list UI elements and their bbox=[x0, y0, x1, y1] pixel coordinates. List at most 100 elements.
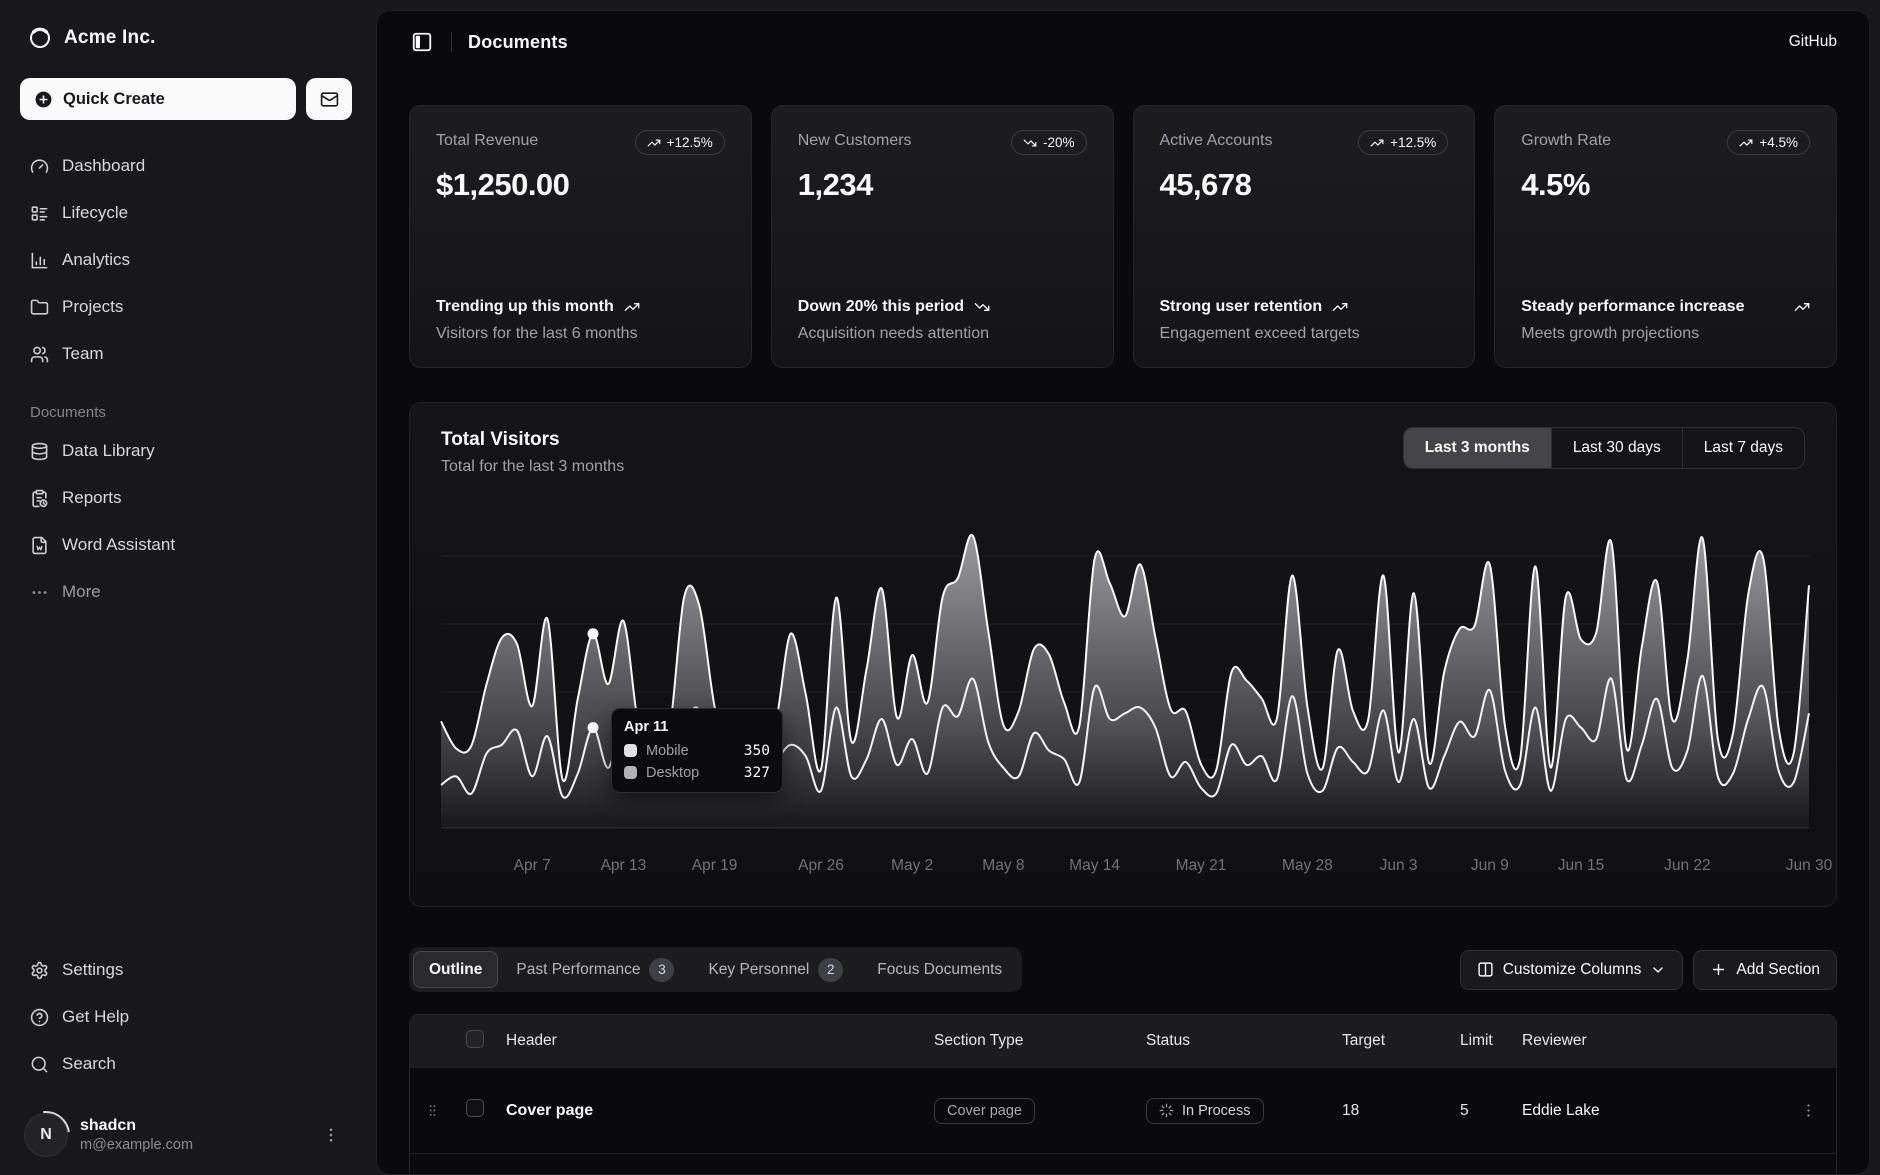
tab-past-performance[interactable]: Past Performance 3 bbox=[500, 951, 690, 988]
table-row[interactable]: Cover page Cover page In Process 18 5 Ed… bbox=[410, 1067, 1836, 1153]
stat-card-total-revenue: Total Revenue +12.5% $1,250.00 Trending … bbox=[409, 105, 752, 368]
user-name: shadcn bbox=[80, 1116, 137, 1134]
gauge-icon bbox=[30, 158, 49, 173]
svg-text:Jun 9: Jun 9 bbox=[1471, 857, 1509, 874]
tab-label: Key Personnel bbox=[708, 960, 810, 978]
file-word-icon bbox=[32, 536, 47, 554]
loader-icon bbox=[1159, 1103, 1174, 1118]
sidebar-item-label: Search bbox=[62, 1054, 116, 1073]
target-cell[interactable]: 18 bbox=[1342, 1101, 1360, 1119]
sidebar-item-label: Settings bbox=[62, 960, 124, 979]
avatar: N bbox=[24, 1113, 68, 1157]
sidebar: Acme Inc. Quick Create Dashboard Lifecyc… bbox=[0, 0, 376, 1175]
sidebar-item-reports[interactable]: Reports bbox=[20, 478, 352, 518]
svg-text:Jun 22: Jun 22 bbox=[1664, 857, 1711, 874]
sidebar-item-word-assistant[interactable]: Word Assistant bbox=[20, 525, 352, 565]
sidebar-item-settings[interactable]: Settings bbox=[20, 950, 352, 990]
area-chart[interactable]: Apr 7 Apr 13 Apr 19 Apr 26 May 2 May 8 May 14 M… bbox=[440, 524, 1833, 888]
plus-circle-icon bbox=[35, 91, 52, 107]
trending-up-icon bbox=[1794, 303, 1810, 312]
table-row[interactable]: Table of contents Table of contents Done… bbox=[410, 1153, 1836, 1174]
svg-text:Jun 30: Jun 30 bbox=[1786, 857, 1833, 874]
row-header-cell[interactable]: Cover page bbox=[506, 1101, 594, 1119]
sidebar-item-label: Get Help bbox=[62, 1007, 130, 1026]
sidebar-toggle-button[interactable] bbox=[409, 29, 435, 55]
card-footer-text: Steady performance increase bbox=[1521, 298, 1745, 316]
trend-badge: +12.5% bbox=[1358, 130, 1449, 155]
sidebar-item-lifecycle[interactable]: Lifecycle bbox=[20, 193, 352, 233]
list-details-icon bbox=[31, 205, 48, 221]
table-header-row: Header Section Type Status Target Limit … bbox=[410, 1015, 1836, 1067]
tab-label: Focus Documents bbox=[877, 960, 1003, 978]
limit-cell[interactable]: 5 bbox=[1460, 1101, 1469, 1119]
inbox-button[interactable] bbox=[306, 78, 352, 120]
sidebar-item-analytics[interactable]: Analytics bbox=[20, 240, 352, 280]
brand[interactable]: Acme Inc. bbox=[20, 22, 352, 52]
svg-text:May 8: May 8 bbox=[982, 857, 1024, 874]
customize-columns-button[interactable]: Customize Columns bbox=[1459, 949, 1684, 990]
svg-text:May 21: May 21 bbox=[1176, 857, 1227, 874]
quick-create-button[interactable]: Quick Create bbox=[20, 78, 296, 120]
quick-create-label: Quick Create bbox=[63, 89, 165, 108]
range-last-3-months[interactable]: Last 3 months bbox=[1403, 428, 1551, 468]
range-last-30-days[interactable]: Last 30 days bbox=[1550, 428, 1682, 468]
sidebar-spacer bbox=[20, 619, 352, 950]
card-subtext: Meets growth projections bbox=[1521, 325, 1700, 342]
plus-icon bbox=[1713, 963, 1725, 976]
select-all-checkbox[interactable] bbox=[466, 1029, 484, 1048]
tab-outline[interactable]: Outline bbox=[413, 951, 499, 988]
sidebar-item-label: Team bbox=[62, 344, 104, 363]
card-subtext: Acquisition needs attention bbox=[797, 325, 989, 342]
column-header: Section Type bbox=[934, 1032, 1024, 1049]
sidebar-item-more[interactable]: More bbox=[20, 572, 352, 612]
sidebar-item-data-library[interactable]: Data Library bbox=[20, 431, 352, 471]
users-icon bbox=[30, 346, 49, 362]
columns-icon bbox=[1478, 962, 1493, 977]
column-header: Reviewer bbox=[1522, 1032, 1587, 1049]
user-kebab-icon[interactable] bbox=[316, 1120, 346, 1150]
tab-label: Outline bbox=[429, 960, 483, 978]
tab-focus-documents[interactable]: Focus Documents bbox=[861, 951, 1018, 988]
sidebar-item-label: Projects bbox=[62, 297, 124, 316]
desktop-series-swatch bbox=[624, 766, 637, 780]
user-menu[interactable]: N shadcn m@example.com bbox=[20, 1109, 352, 1157]
table-toolbar: Customize Columns Add Section bbox=[1459, 949, 1837, 990]
tab-count-badge: 2 bbox=[818, 957, 844, 982]
tab-key-personnel[interactable]: Key Personnel 2 bbox=[692, 951, 859, 988]
mail-icon bbox=[320, 91, 338, 107]
help-circle-icon bbox=[30, 1008, 49, 1026]
drag-handle-icon[interactable] bbox=[410, 1103, 454, 1118]
trending-up-icon bbox=[1332, 303, 1348, 312]
section-type-badge: Cover page bbox=[934, 1097, 1035, 1124]
tooltip-row-desktop: Desktop 327 bbox=[624, 765, 770, 781]
row-kebab-icon[interactable] bbox=[1780, 1102, 1836, 1119]
user-meta: shadcn m@example.com bbox=[80, 1116, 304, 1154]
visitors-area-chart-svg: Apr 7 Apr 13 Apr 19 Apr 26 May 2 May 8 May 14 M… bbox=[440, 533, 1833, 874]
sidebar-item-get-help[interactable]: Get Help bbox=[20, 997, 352, 1037]
add-section-button[interactable]: Add Section bbox=[1693, 949, 1837, 990]
card-value: 45,678 bbox=[1159, 167, 1252, 202]
reviewer-cell[interactable]: Eddie Lake bbox=[1522, 1101, 1600, 1119]
sidebar-item-search[interactable]: Search bbox=[20, 1044, 352, 1084]
row-checkbox[interactable] bbox=[466, 1099, 484, 1117]
ellipsis-icon bbox=[32, 590, 47, 594]
report-clipboard-icon bbox=[32, 489, 48, 507]
sidebar-item-team[interactable]: Team bbox=[20, 334, 352, 374]
acme-logo-icon bbox=[30, 27, 50, 48]
sidebar-section-documents: Documents bbox=[30, 404, 106, 421]
range-last-7-days[interactable]: Last 7 days bbox=[1681, 428, 1804, 468]
chart-title: Total Visitors bbox=[441, 429, 560, 450]
sidebar-item-label: Dashboard bbox=[62, 156, 146, 175]
svg-text:Apr 26: Apr 26 bbox=[798, 857, 844, 874]
tooltip-label: Desktop bbox=[646, 764, 700, 781]
trending-up-icon bbox=[1739, 139, 1753, 146]
sidebar-item-projects[interactable]: Projects bbox=[20, 287, 352, 327]
svg-text:Apr 7: Apr 7 bbox=[514, 857, 551, 874]
tooltip-date: Apr 11 bbox=[624, 718, 669, 735]
card-label: Active Accounts bbox=[1159, 132, 1273, 149]
trend-badge: -20% bbox=[1010, 130, 1087, 155]
column-header: Status bbox=[1146, 1032, 1190, 1049]
github-link[interactable]: GitHub bbox=[1788, 33, 1837, 50]
sidebar-item-dashboard[interactable]: Dashboard bbox=[20, 146, 352, 186]
trending-up-icon bbox=[624, 303, 640, 312]
